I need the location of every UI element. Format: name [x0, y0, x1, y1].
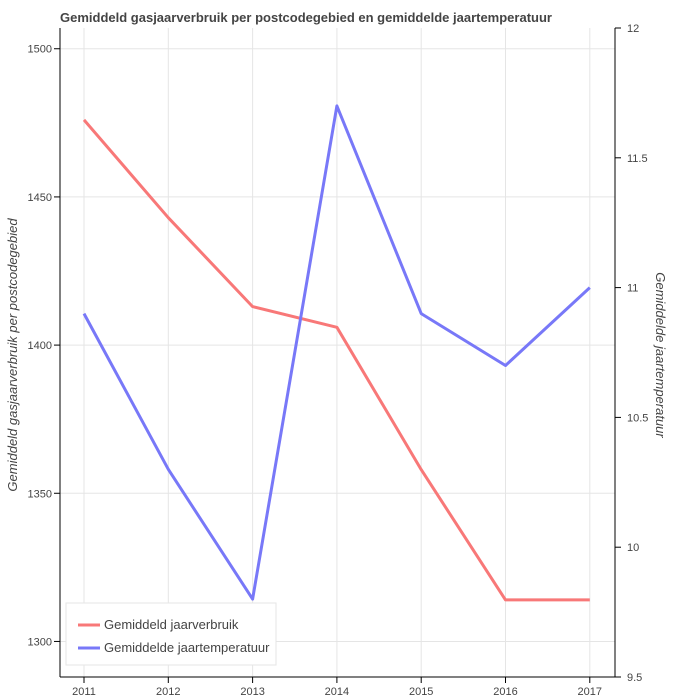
- x-tick-label: 2014: [325, 686, 349, 698]
- y-left-tick-label: 1500: [28, 44, 52, 56]
- x-tick-label: 2017: [578, 686, 602, 698]
- y-left-tick-label: 1450: [28, 192, 52, 204]
- y-right-tick-label: 9.5: [627, 672, 642, 684]
- y-right-tick-label: 10: [627, 542, 639, 554]
- x-tick-label: 2015: [409, 686, 433, 698]
- y-right-tick-label: 11: [627, 283, 638, 295]
- axes: 1300 1350 1400 1450 1500 9.5 10 10.5 11 11.5 12 201…: [28, 23, 649, 698]
- legend-label-gemiddeld-jaarverbruik: Gemiddeld jaarverbruik: [104, 617, 239, 632]
- chart-title: Gemiddeld gasjaarverbruik per postcodege…: [60, 10, 552, 25]
- y-right-tick-label: 10.5: [627, 412, 648, 424]
- y-right-axis-label: Gemiddelde jaartemperatuur: [653, 272, 668, 438]
- y-right-tick-label: 12: [627, 23, 639, 35]
- x-tick-label: 2012: [156, 686, 180, 698]
- series-line-gemiddelde-jaartemperatuur: [82, 104, 591, 601]
- x-tick-label: 2016: [493, 686, 517, 698]
- legend-label-gemiddelde-jaartemperatuur: Gemiddelde jaartemperatuur: [104, 640, 270, 655]
- grid: [60, 28, 615, 677]
- legend-box: [65, 602, 277, 666]
- series-line-gemiddeld-jaarverbruik: [82, 118, 590, 602]
- x-tick-label: 2011: [72, 686, 96, 698]
- x-tick-label: 2013: [240, 686, 264, 698]
- y-left-tick-label: 1300: [28, 636, 52, 648]
- y-left-tick-label: 1400: [28, 340, 52, 352]
- y-left-tick-label: 1350: [28, 488, 52, 500]
- legend: Gemiddeld jaarverbruik Gemiddelde jaarte…: [65, 602, 277, 666]
- y-right-tick-label: 11.5: [627, 153, 648, 165]
- series-lines: [82, 104, 591, 602]
- y-left-axis-label: Gemiddeld gasjaarverbruik per postcodege…: [5, 218, 20, 492]
